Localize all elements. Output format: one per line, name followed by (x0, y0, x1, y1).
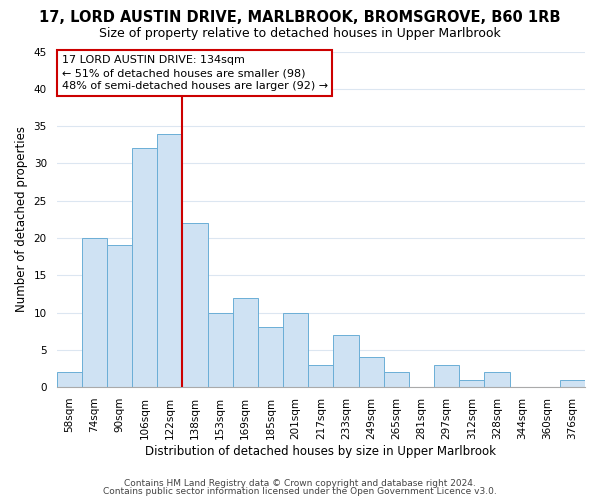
Bar (233, 298, 258, 387)
Bar (258, 328, 283, 387)
Bar (157, 134, 182, 387)
X-axis label: Distribution of detached houses by size in Upper Marlbrook: Distribution of detached houses by size … (145, 444, 496, 458)
Y-axis label: Number of detached properties: Number of detached properties (15, 126, 28, 312)
Bar (334, 335, 359, 387)
Bar (107, 246, 132, 387)
Bar (383, 372, 409, 387)
Bar (56, 372, 82, 387)
Bar (308, 364, 334, 387)
Bar (208, 312, 233, 387)
Bar (359, 358, 383, 387)
Text: 17 LORD AUSTIN DRIVE: 134sqm
← 51% of detached houses are smaller (98)
48% of se: 17 LORD AUSTIN DRIVE: 134sqm ← 51% of de… (62, 55, 328, 92)
Bar (560, 380, 585, 387)
Bar (459, 380, 484, 387)
Text: Contains HM Land Registry data © Crown copyright and database right 2024.: Contains HM Land Registry data © Crown c… (124, 478, 476, 488)
Text: Size of property relative to detached houses in Upper Marlbrook: Size of property relative to detached ho… (99, 28, 501, 40)
Text: Contains public sector information licensed under the Open Government Licence v3: Contains public sector information licen… (103, 487, 497, 496)
Bar (283, 312, 308, 387)
Bar (182, 223, 208, 387)
Bar (132, 148, 157, 387)
Bar (484, 372, 509, 387)
Bar (434, 364, 459, 387)
Text: 17, LORD AUSTIN DRIVE, MARLBROOK, BROMSGROVE, B60 1RB: 17, LORD AUSTIN DRIVE, MARLBROOK, BROMSG… (39, 10, 561, 25)
Bar (82, 238, 107, 387)
